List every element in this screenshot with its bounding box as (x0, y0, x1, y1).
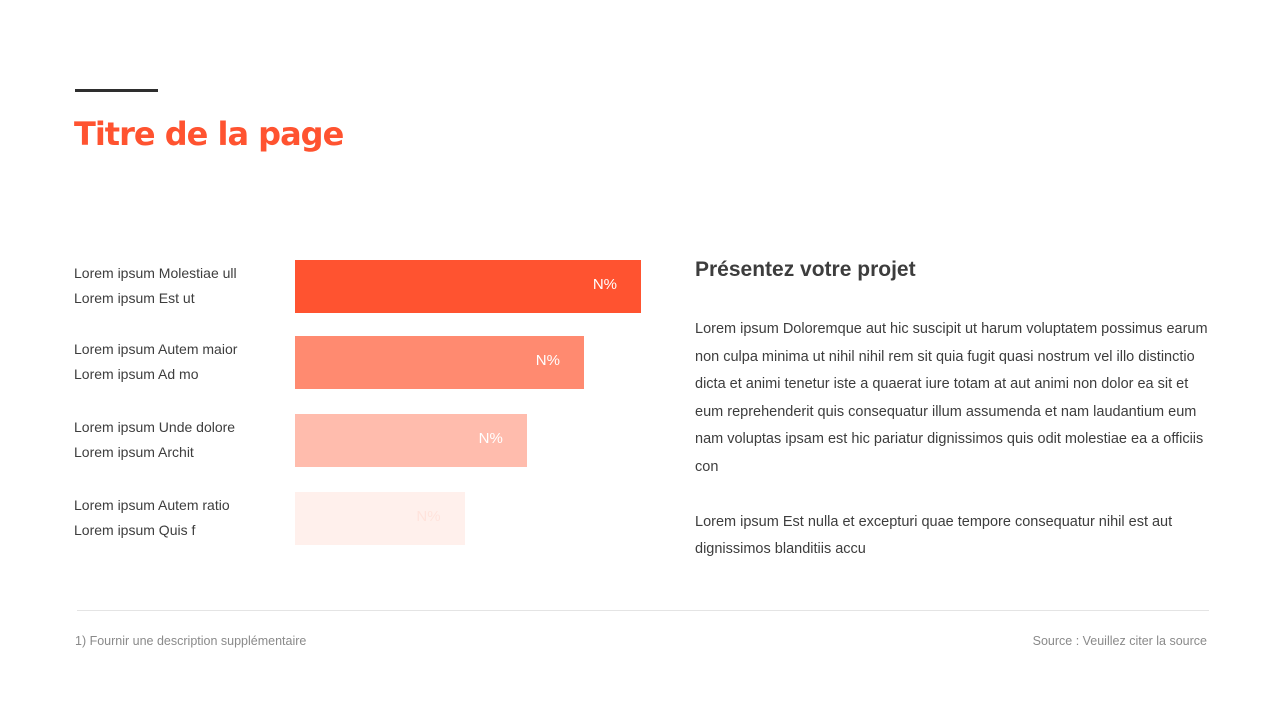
category-label: Lorem ipsum Autem maior Lorem ipsum Ad mo (74, 337, 284, 387)
bar: N% (295, 260, 641, 313)
bar-value-label: N% (592, 276, 617, 293)
bar: N% (295, 414, 527, 467)
panel-paragraph-1: Lorem ipsum Doloremque aut hic suscipit … (695, 321, 1208, 475)
footnote: 1) Fournir une description supplémentair… (75, 634, 307, 648)
category-label-line: Lorem ipsum Autem ratio (74, 497, 230, 513)
page-title: Titre de la page (74, 115, 344, 153)
category-label-line: Lorem ipsum Molestiae ull (74, 265, 237, 281)
footer-divider (77, 610, 1209, 611)
bar-value-label: N% (535, 352, 560, 369)
category-label-line: Lorem ipsum Est ut (74, 290, 195, 306)
bar-chart: Lorem ipsum Molestiae ull Lorem ipsum Est… (74, 250, 654, 560)
bar: N% (295, 336, 584, 389)
bar-value-label: N% (478, 430, 503, 447)
category-label: Lorem ipsum Molestiae ull Lorem ipsum Est… (74, 261, 284, 311)
source-note: Source : Veuillez citer la source (1032, 634, 1207, 648)
panel-paragraph-2: Lorem ipsum Est nulla et excepturi quae … (695, 513, 1173, 558)
project-panel: Présentez votre projet Lorem ipsum Dolor… (695, 254, 1215, 564)
category-label-line: Lorem ipsum Ad mo (74, 366, 199, 382)
category-label-line: Lorem ipsum Autem maior (74, 341, 238, 357)
category-label: Lorem ipsum Unde dolore Lorem ipsum Archi… (74, 415, 284, 465)
category-label-line: Lorem ipsum Unde dolore (74, 419, 236, 435)
category-label: Lorem ipsum Autem ratio Lorem ipsum Quis … (74, 493, 284, 543)
bar-value-label: N% (416, 508, 441, 525)
category-label-line: Lorem ipsum Quis f (74, 522, 196, 538)
category-label-line: Lorem ipsum Archit (74, 444, 194, 460)
bar: N% (295, 492, 465, 545)
panel-heading: Présentez votre projet (695, 258, 916, 281)
title-accent-line (75, 89, 158, 92)
